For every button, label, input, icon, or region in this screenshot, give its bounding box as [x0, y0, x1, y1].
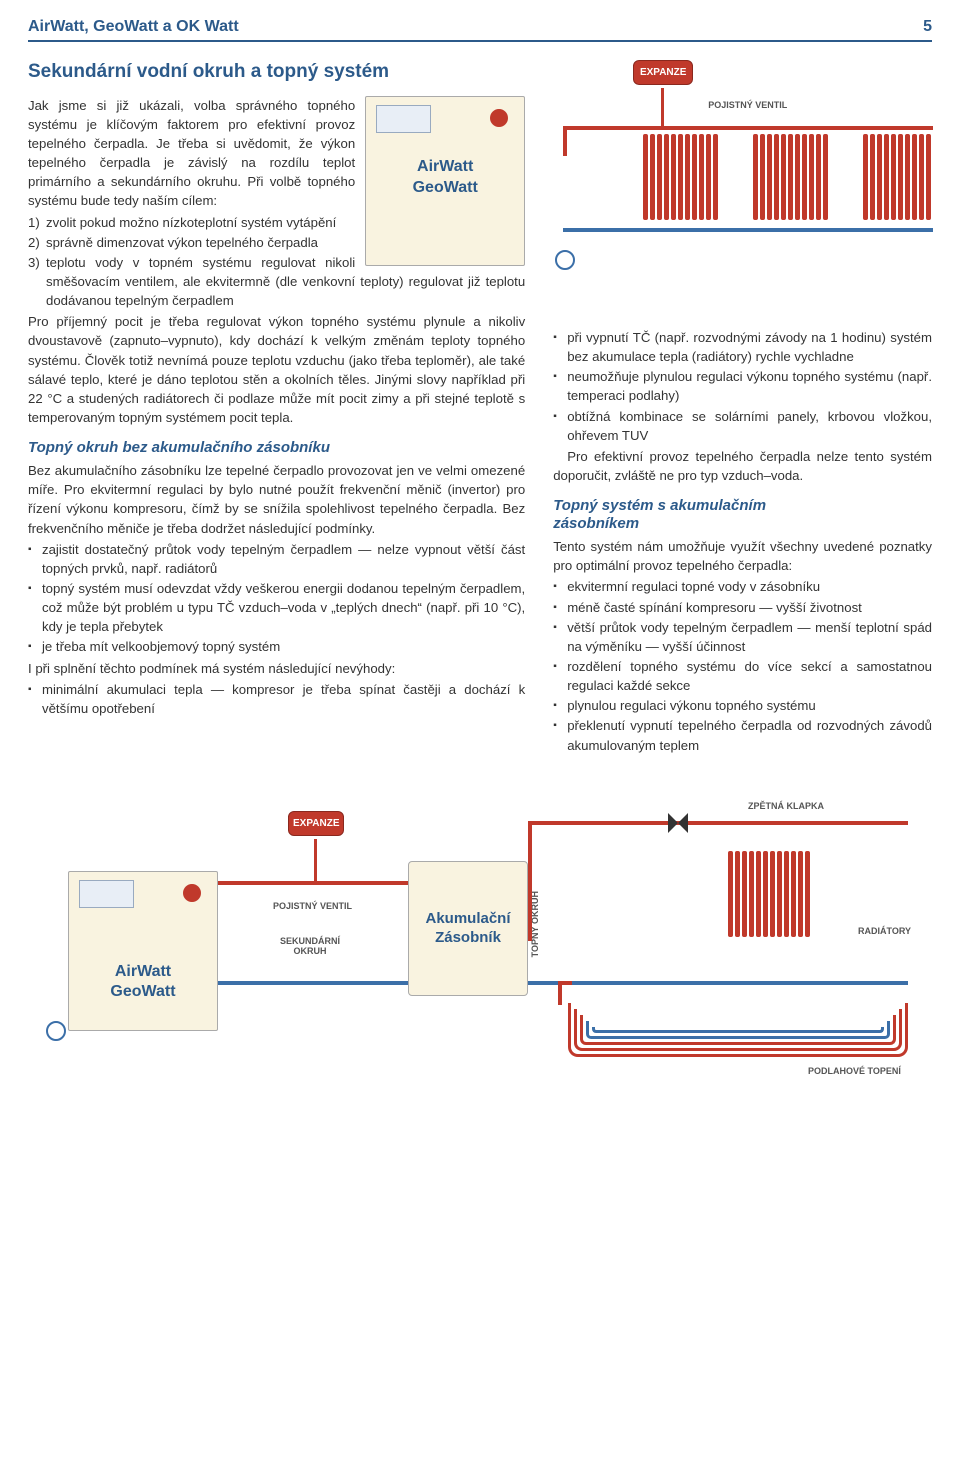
disadvantages-lead: I při splnění těchto podmínek má systém …	[28, 659, 525, 678]
advantages-list: ekvitermní regulaci topné vody v zásobní…	[553, 577, 932, 754]
conditions-list: zajistit dostatečný průtok vody tepelným…	[28, 540, 525, 657]
cond-2: topný systém musí odevzdat vždy veškerou…	[28, 579, 525, 636]
safety-valve-label: POJISTNÝ VENTIL	[708, 100, 787, 110]
expansion-label-2: EXPANZE	[293, 818, 340, 829]
hp-knob-icon	[490, 109, 508, 127]
disadv-r-2: neumožňuje plynulou regulaci výkonu topn…	[553, 367, 932, 405]
right-column: EXPANZE POJISTNÝ VENTIL	[553, 60, 932, 757]
regulation-paragraph: Pro příjemný pocit je třeba regulovat vý…	[28, 312, 525, 427]
diagram-no-tank: EXPANZE POJISTNÝ VENTIL	[553, 60, 932, 310]
radiator-icon	[863, 134, 931, 220]
disadv-r-1: při vypnutí TČ (např. rozvodnými závody …	[553, 328, 932, 366]
radiator-icon	[728, 851, 810, 937]
safety-valve-label-2: POJISTNÝ VENTIL	[273, 901, 352, 911]
radiator-icon	[643, 134, 718, 220]
hp-brand-1b: AirWatt	[115, 963, 171, 980]
header-title: AirWatt, GeoWatt a OK Watt	[28, 18, 239, 36]
page-header: AirWatt, GeoWatt a OK Watt 5	[28, 18, 932, 42]
circulator-icon	[555, 250, 575, 270]
page-number: 5	[923, 18, 932, 36]
floor-heating-icon	[568, 1003, 908, 1057]
goal-1: zvolit pokud možno nízkoteplotní systém …	[46, 215, 336, 230]
expansion-tank-icon: EXPANZE	[633, 60, 693, 85]
expansion-tank-icon: EXPANZE	[288, 811, 344, 836]
goals-list: 1)zvolit pokud možno nízkoteplotní systé…	[28, 213, 525, 311]
adv-3: větší průtok vody tepelným čerpadlem — m…	[553, 618, 932, 656]
subheading-with-tank: Topný systém s akumulačním zásobníkem	[553, 497, 932, 533]
goal-3: teplotu vody v topném systému regulovat …	[46, 255, 525, 308]
cond-1: zajistit dostatečný průtok vody tepelným…	[28, 540, 525, 578]
floor-heating-label: PODLAHOVÉ TOPENÍ	[808, 1066, 901, 1076]
check-valve-icon	[668, 813, 688, 833]
adv-1: ekvitermní regulaci topné vody v zásobní…	[553, 577, 932, 596]
goal-2: správně dimenzovat výkon tepelného čerpa…	[46, 235, 318, 250]
subheading-no-tank: Topný okruh bez akumulačního zásobníku	[28, 439, 525, 457]
adv-5: plynulou regulaci výkonu topného systému	[553, 696, 932, 715]
no-tank-paragraph: Bez akumulačního zásobníku lze tepelné č…	[28, 461, 525, 538]
hp-display-icon	[79, 880, 134, 908]
cond-3: je třeba mít velkoobjemový topný systém	[28, 637, 525, 656]
hp-brand-2: GeoWatt	[413, 179, 478, 196]
circulator-icon	[46, 1021, 66, 1041]
section-title: Sekundární vodní okruh a topný systém	[28, 60, 525, 84]
with-tank-paragraph: Tento systém nám umožňuje využít všechny…	[553, 537, 932, 575]
adv-4: rozdělení topného systému do více sekcí …	[553, 657, 932, 695]
disadvantages-list-right: při vypnutí TČ (např. rozvodnými závody …	[553, 328, 932, 445]
radiator-icon	[753, 134, 828, 220]
disadvantages-list-left: minimální akumulaci tepla — kompresor je…	[28, 680, 525, 718]
radiators-label: RADIÁTORY	[858, 926, 911, 936]
hp-display-icon	[376, 105, 431, 133]
hp-brand-2b: GeoWatt	[110, 983, 175, 1000]
secondary-circuit-label: SEKUNDÁRNÍ OKRUH	[280, 936, 340, 956]
diagram-with-tank: AirWatt GeoWatt EXPANZE POJISTNÝ VENTIL …	[28, 781, 932, 1081]
hp-knob-icon	[183, 884, 201, 902]
check-valve-label: ZPĚTNÁ KLAPKA	[748, 801, 824, 811]
disadv-r-3: obtížná kombinace se solárními panely, k…	[553, 407, 932, 445]
expansion-label: EXPANZE	[640, 67, 687, 78]
left-column: Sekundární vodní okruh a topný systém Ai…	[28, 60, 525, 757]
adv-2: méně časté spínání kompresoru — vyšší ži…	[553, 598, 932, 617]
adv-6: překlenutí vypnutí tepelného čerpadla od…	[553, 716, 932, 754]
hp-brand-1: AirWatt	[417, 158, 473, 175]
accumulation-tank: Akumulační Zásobník	[408, 861, 528, 996]
disadv-left-1: minimální akumulaci tepla — kompresor je…	[28, 680, 525, 718]
conclusion-paragraph: Pro efektivní provoz tepelného čerpadla …	[553, 447, 932, 485]
